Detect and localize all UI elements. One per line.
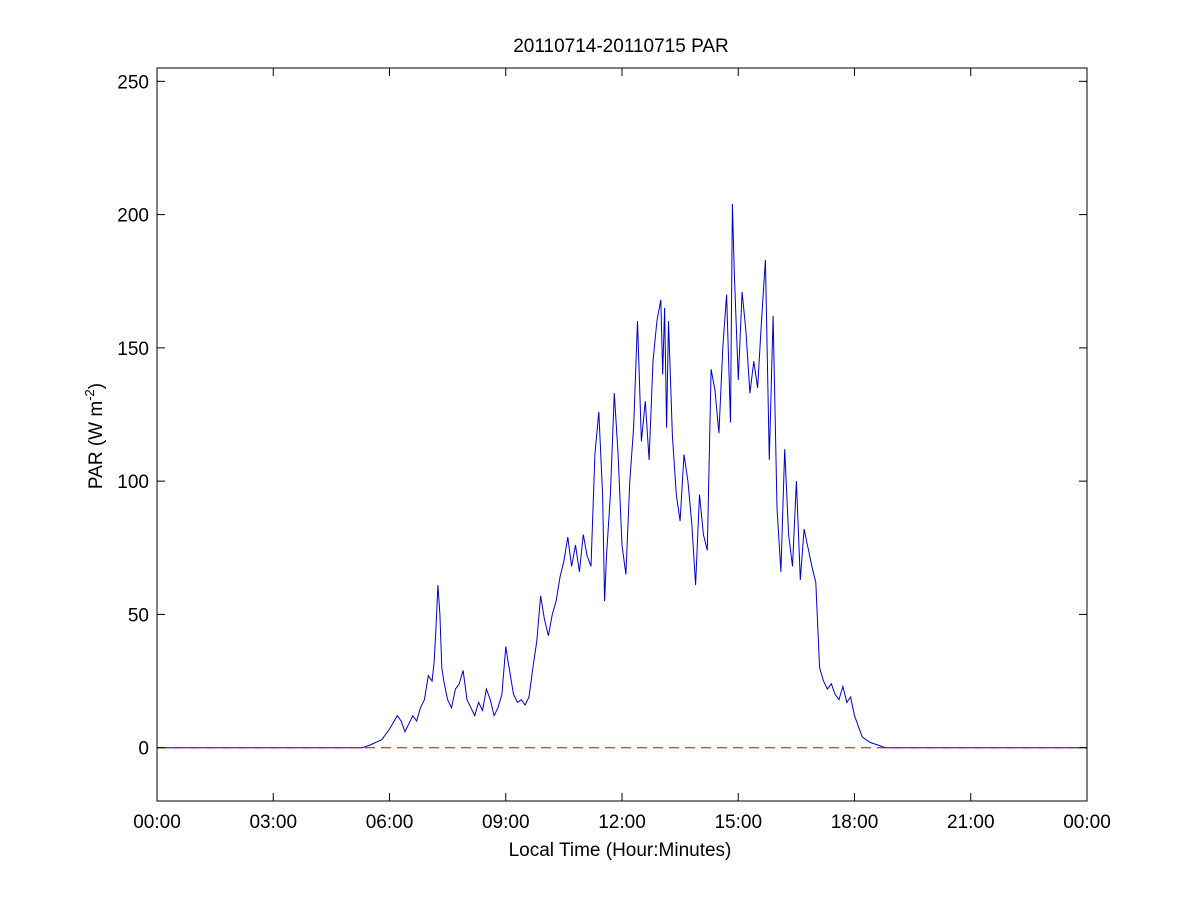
y-axis-label: PAR (W m-2) [82,383,107,489]
y-tick-label: 200 [117,206,149,227]
par-series-line [157,203,1087,749]
chart-title: 20110714-20110715 PAR [513,36,729,57]
x-tick-label: 15:00 [714,812,762,833]
y-axis-label-end: ) [86,383,107,389]
x-tick-label: 18:00 [831,812,879,833]
y-axis-label-superscript: -2 [82,389,97,401]
x-tick-label: 09:00 [482,812,530,833]
y-tick-label: 50 [128,605,149,626]
plot-area [157,68,1087,801]
y-tick-label: 0 [138,739,149,760]
y-axis-label-main: PAR (W m [86,401,107,489]
axes-box [156,67,1088,802]
x-tick-label: 00:00 [133,812,181,833]
tick-layer: 00:00 03:00 06:00 09:00 12:00 15:00 18:00 21:00… [117,68,1111,833]
x-tick-label: 03:00 [249,812,297,833]
y-tick-label: 150 [117,339,149,360]
y-tick-label: 100 [117,472,149,493]
x-tick-label: 12:00 [598,812,646,833]
x-tick-label: 21:00 [947,812,995,833]
x-tick-label: 06:00 [366,812,414,833]
y-tick-label: 250 [117,72,149,93]
x-tick-label: 00:00 [1063,812,1111,833]
x-axis-label: Local Time (Hour:Minutes) [509,840,732,861]
series-layer [157,203,1087,749]
